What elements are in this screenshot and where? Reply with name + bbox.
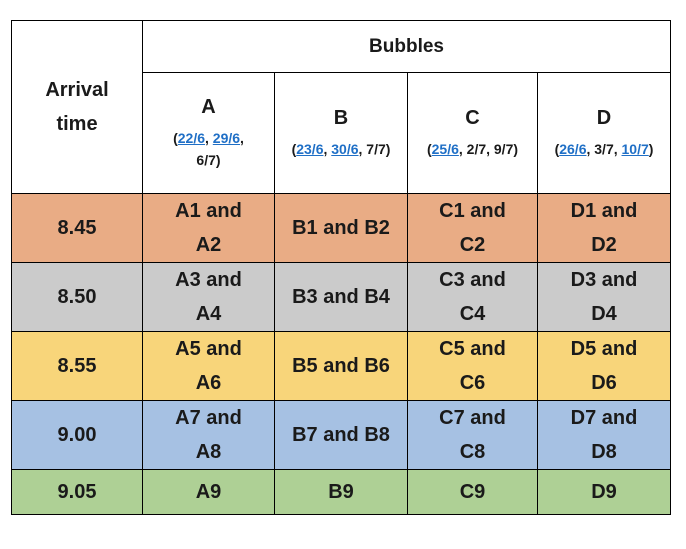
bubble-assignment-cell: D3 and D4 — [536, 262, 672, 332]
bubble-assignment-cell: C3 and C4 — [407, 262, 538, 332]
bubble-header-d: D (26/6, 3/7, 10/7) — [536, 72, 672, 194]
date-text: , 7/7 — [358, 140, 386, 157]
bubble-letter: A — [201, 95, 216, 118]
arrival-time-cell: 8.50 — [11, 262, 143, 332]
arrival-time-cell: 9.05 — [11, 469, 143, 515]
bubble-dates: (22/6, 29/6, 6/7) — [173, 129, 244, 168]
bubble-assignment-cell: B7 and B8 — [274, 400, 408, 470]
date-link[interactable]: 29/6 — [212, 129, 241, 146]
schedule-row: 8.55 A5 and A6 B5 and B6 C5 and C6 D5 and D6 — [11, 331, 672, 401]
schedule-row: 8.45 A1 and A2 B1 and B2 C1 and C2 D1 and D2 — [11, 193, 672, 263]
bubble-header-c: C (25/6, 2/7, 9/7) — [407, 72, 538, 194]
date-text: , 3/7, — [586, 140, 622, 157]
arrival-time-header: Arrival time — [11, 20, 143, 194]
bubble-assignment-cell: A9 — [142, 469, 275, 515]
date-text: , — [323, 140, 332, 157]
arrival-time-cell: 8.55 — [11, 331, 143, 401]
bubble-assignment-cell: A3 and A4 — [142, 262, 275, 332]
bubble-dates: (25/6, 2/7, 9/7) — [426, 140, 519, 157]
bubble-assignment-cell: D5 and D6 — [536, 331, 672, 401]
bubble-assignment-cell: C7 and C8 — [407, 400, 538, 470]
date-text: , — [240, 129, 244, 146]
bubble-assignment-cell: C1 and C2 — [407, 193, 538, 263]
schedule-row: 9.05 A9 B9 C9 D9 — [11, 469, 672, 515]
bubbles-group-header: Bubbles — [141, 20, 672, 73]
date-link[interactable]: 22/6 — [177, 129, 205, 146]
arrival-time-cell: 8.45 — [11, 193, 143, 263]
arrival-label-line1: Arrival — [45, 79, 109, 101]
bubble-assignment-cell: C5 and C6 — [407, 331, 538, 401]
date-link[interactable]: 23/6 — [296, 140, 324, 157]
date-text: , — [205, 129, 213, 146]
bubble-assignment-cell: A5 and A6 — [142, 331, 275, 401]
date-link[interactable]: 25/6 — [431, 140, 459, 157]
bubble-assignment-cell: A1 and A2 — [142, 193, 275, 263]
bubble-assignment-cell: D9 — [536, 469, 672, 515]
bubble-header-a: A (22/6, 29/6, 6/7) — [142, 72, 275, 194]
bubble-header-b: B (23/6, 30/6, 7/7) — [274, 72, 408, 194]
arrival-label-line2: time — [56, 113, 98, 135]
bubble-assignment-cell: B9 — [274, 469, 408, 515]
arrival-time-cell: 9.00 — [11, 400, 143, 470]
date-link[interactable]: 26/6 — [559, 140, 587, 157]
bubble-assignment-cell: D1 and D2 — [536, 193, 672, 263]
schedule-row: 8.50 A3 and A4 B3 and B4 C3 and C4 D3 and D4 — [11, 262, 672, 332]
date-link[interactable]: 10/7 — [621, 140, 649, 157]
arrival-schedule-table: Arrival time Bubbles A (22/6, 29/6, 6/7) B(… — [11, 20, 672, 515]
bubble-letter: D — [596, 106, 612, 129]
date-link[interactable]: 30/6 — [331, 140, 359, 157]
bubble-assignment-cell: B1 and B2 — [274, 193, 408, 263]
bubble-assignment-cell: B5 and B6 — [274, 331, 408, 401]
bubble-assignment-cell: C9 — [407, 469, 538, 515]
bubble-assignment-cell: A7 and A8 — [142, 400, 275, 470]
date-text: , 2/7, 9/7 — [458, 140, 514, 157]
bubble-assignment-cell: D7 and D8 — [536, 400, 672, 470]
bubble-letter: C — [465, 106, 480, 129]
bubble-assignment-cell: B3 and B4 — [274, 262, 408, 332]
bubble-letter: B — [333, 106, 349, 129]
date-text: 6/7 — [196, 151, 216, 168]
schedule-row: 9.00 A7 and A8 B7 and B8 C7 and C8 D7 and D8 — [11, 400, 672, 470]
bubble-dates: (23/6, 30/6, 7/7) — [291, 140, 391, 157]
bubble-dates: (26/6, 3/7, 10/7) — [554, 140, 654, 157]
